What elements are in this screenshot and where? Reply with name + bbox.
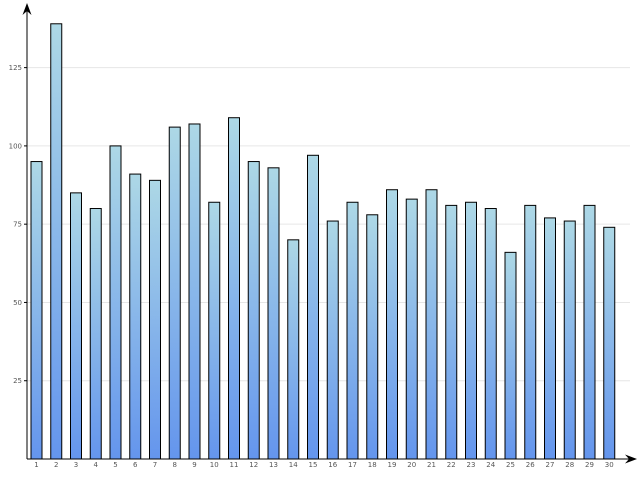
bar-10 (208, 201, 221, 460)
bar-15 (307, 154, 319, 460)
y-axis-arrow-icon (22, 3, 32, 15)
y-tick-label: 50 (13, 299, 22, 307)
bar-25 (504, 251, 517, 460)
bar-2 (50, 23, 63, 460)
bar-5 (109, 145, 122, 460)
bar-21 (425, 189, 438, 460)
x-tick-label: 12 (249, 461, 258, 469)
x-tick-label: 13 (269, 461, 278, 469)
bar-27 (544, 217, 556, 460)
x-tick-label: 3 (74, 461, 78, 469)
x-tick-label: 17 (348, 461, 357, 469)
x-tick-label: 20 (407, 461, 416, 469)
x-tick-label: 26 (526, 461, 535, 469)
x-tick-label: 7 (153, 461, 157, 469)
axes (22, 3, 637, 464)
bar-22 (445, 204, 458, 460)
y-tick-label: 25 (13, 377, 22, 385)
bar-23 (465, 201, 477, 460)
x-tick-label: 2 (54, 461, 58, 469)
x-tick-label: 19 (388, 461, 397, 469)
x-tick-label: 4 (94, 461, 99, 469)
x-tick-label: 18 (368, 461, 377, 469)
bar-4 (89, 208, 102, 460)
bar-9 (188, 123, 201, 460)
bar-8 (168, 126, 181, 460)
x-tick-label: 24 (486, 461, 495, 469)
bar-3 (70, 192, 82, 460)
x-tick-label: 29 (585, 461, 594, 469)
x-tick-label: 30 (605, 461, 614, 469)
bar-26 (524, 204, 537, 460)
x-tick-label: 21 (427, 461, 436, 469)
y-tick-label: 125 (9, 64, 22, 72)
x-tick-label: 27 (546, 461, 555, 469)
x-tick-label: 6 (133, 461, 138, 469)
bar-16 (326, 220, 339, 460)
bar-19 (386, 189, 398, 460)
bar-17 (346, 201, 359, 460)
x-tick-label: 8 (173, 461, 177, 469)
x-tick-label: 14 (289, 461, 298, 469)
bar-7 (149, 179, 161, 460)
bar-11 (228, 117, 240, 460)
x-tick-label: 10 (210, 461, 219, 469)
x-tick-label: 9 (192, 461, 196, 469)
bar-13 (267, 167, 280, 460)
bar-24 (484, 208, 497, 460)
bars (30, 23, 616, 460)
x-tick-label: 15 (309, 461, 318, 469)
bar-20 (405, 198, 418, 460)
y-tick-label: 100 (9, 142, 22, 150)
bar-1 (30, 161, 43, 460)
bar-18 (366, 214, 379, 460)
bar-6 (129, 173, 142, 460)
x-axis-arrow-icon (625, 454, 637, 464)
x-tick-label: 22 (447, 461, 456, 469)
bar-14 (287, 239, 300, 460)
y-tick-label: 75 (13, 221, 22, 229)
bar-12 (247, 161, 260, 460)
x-tick-label: 5 (113, 461, 117, 469)
x-tick-label: 16 (328, 461, 337, 469)
bar-29 (583, 204, 596, 460)
bar-28 (563, 220, 576, 460)
x-tick-label: 28 (565, 461, 574, 469)
x-tick-label: 23 (467, 461, 476, 469)
x-tick-label: 11 (230, 461, 239, 469)
x-tick-label: 25 (506, 461, 515, 469)
bar-30 (603, 226, 616, 460)
x-tick-label: 1 (34, 461, 38, 469)
